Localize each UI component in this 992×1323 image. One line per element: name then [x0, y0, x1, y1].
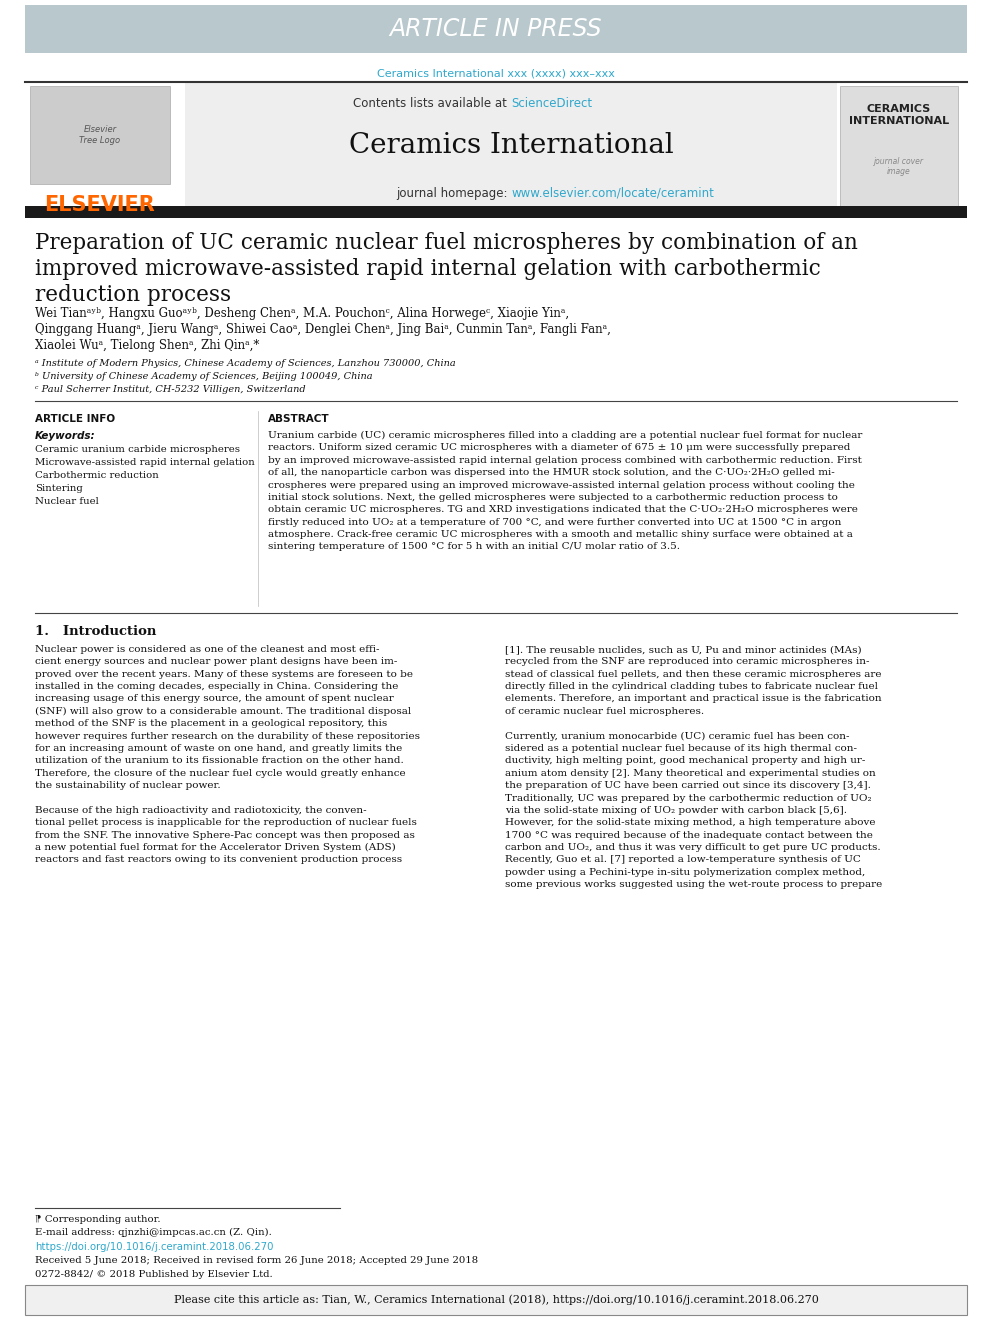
Text: reduction process: reduction process	[35, 284, 231, 306]
Text: Please cite this article as: Tian, W., Ceramics International (2018), https://do: Please cite this article as: Tian, W., C…	[174, 1295, 818, 1306]
Text: ᶜ Paul Scherrer Institut, CH-5232 Villigen, Switzerland: ᶜ Paul Scherrer Institut, CH-5232 Villig…	[35, 385, 306, 394]
FancyBboxPatch shape	[185, 82, 837, 218]
Text: ᵃ Institute of Modern Physics, Chinese Academy of Sciences, Lanzhou 730000, Chin: ᵃ Institute of Modern Physics, Chinese A…	[35, 359, 455, 368]
FancyBboxPatch shape	[25, 206, 967, 218]
Text: ARTICLE IN PRESS: ARTICLE IN PRESS	[390, 17, 602, 41]
Text: Received 5 June 2018; Received in revised form 26 June 2018; Accepted 29 June 20: Received 5 June 2018; Received in revise…	[35, 1256, 478, 1265]
Text: journal homepage:: journal homepage:	[396, 187, 511, 200]
Text: journal cover
image: journal cover image	[874, 157, 924, 176]
Text: Xiaolei Wuᵃ, Tielong Shenᵃ, Zhi Qinᵃ,*: Xiaolei Wuᵃ, Tielong Shenᵃ, Zhi Qinᵃ,*	[35, 339, 259, 352]
Text: Wei Tianᵃʸᵇ, Hangxu Guoᵃʸᵇ, Desheng Chenᵃ, M.A. Pouchonᶜ, Alina Horwegeᶜ, Xiaoji: Wei Tianᵃʸᵇ, Hangxu Guoᵃʸᵇ, Desheng Chen…	[35, 307, 569, 320]
Text: Contents lists available at: Contents lists available at	[353, 97, 511, 110]
Text: Elsevier
Tree Logo: Elsevier Tree Logo	[79, 126, 121, 144]
Text: 0272-8842/ © 2018 Published by Elsevier Ltd.: 0272-8842/ © 2018 Published by Elsevier …	[35, 1270, 273, 1279]
Text: [1]. The reusable nuclides, such as U, Pu and minor actinides (MAs)
recycled fro: [1]. The reusable nuclides, such as U, P…	[505, 646, 882, 889]
Text: Ceramic uranium carbide microspheres: Ceramic uranium carbide microspheres	[35, 445, 240, 454]
Text: www.elsevier.com/locate/ceramint: www.elsevier.com/locate/ceramint	[511, 187, 714, 200]
FancyBboxPatch shape	[25, 82, 185, 218]
Text: E-mail address: qjnzhi@impcas.ac.cn (Z. Qin).: E-mail address: qjnzhi@impcas.ac.cn (Z. …	[35, 1228, 272, 1237]
Text: Microwave-assisted rapid internal gelation: Microwave-assisted rapid internal gelati…	[35, 458, 255, 467]
Text: Carbothermic reduction: Carbothermic reduction	[35, 471, 159, 480]
Text: Ceramics International xxx (xxxx) xxx–xxx: Ceramics International xxx (xxxx) xxx–xx…	[377, 67, 615, 78]
FancyBboxPatch shape	[840, 86, 958, 214]
Text: Uranium carbide (UC) ceramic microspheres filled into a cladding are a potential: Uranium carbide (UC) ceramic microsphere…	[268, 431, 862, 552]
Text: ARTICLE INFO: ARTICLE INFO	[35, 414, 115, 423]
Text: ⁋ Corresponding author.: ⁋ Corresponding author.	[35, 1215, 161, 1224]
Text: Ceramics International: Ceramics International	[348, 132, 674, 159]
Text: ScienceDirect: ScienceDirect	[511, 97, 592, 110]
Text: Nuclear fuel: Nuclear fuel	[35, 497, 99, 505]
Text: ABSTRACT: ABSTRACT	[268, 414, 329, 423]
Text: 1.   Introduction: 1. Introduction	[35, 624, 157, 638]
FancyBboxPatch shape	[30, 86, 170, 184]
Text: https://doi.org/10.1016/j.ceramint.2018.06.270: https://doi.org/10.1016/j.ceramint.2018.…	[35, 1242, 274, 1252]
Text: Sintering: Sintering	[35, 484, 82, 493]
Text: CERAMICS
INTERNATIONAL: CERAMICS INTERNATIONAL	[849, 105, 949, 127]
FancyBboxPatch shape	[25, 5, 967, 53]
Text: ELSEVIER: ELSEVIER	[45, 194, 156, 216]
Text: Nuclear power is considered as one of the cleanest and most effi-
cient energy s: Nuclear power is considered as one of th…	[35, 646, 420, 864]
Text: Preparation of UC ceramic nuclear fuel microspheres by combination of an: Preparation of UC ceramic nuclear fuel m…	[35, 232, 858, 254]
Text: ᵇ University of Chinese Academy of Sciences, Beijing 100049, China: ᵇ University of Chinese Academy of Scien…	[35, 372, 373, 381]
Text: improved microwave-assisted rapid internal gelation with carbothermic: improved microwave-assisted rapid intern…	[35, 258, 820, 280]
Text: Qinggang Huangᵃ, Jieru Wangᵃ, Shiwei Caoᵃ, Denglei Chenᵃ, Jing Baiᵃ, Cunmin Tanᵃ: Qinggang Huangᵃ, Jieru Wangᵃ, Shiwei Cao…	[35, 323, 611, 336]
FancyBboxPatch shape	[25, 1285, 967, 1315]
Text: Keywords:: Keywords:	[35, 431, 95, 441]
